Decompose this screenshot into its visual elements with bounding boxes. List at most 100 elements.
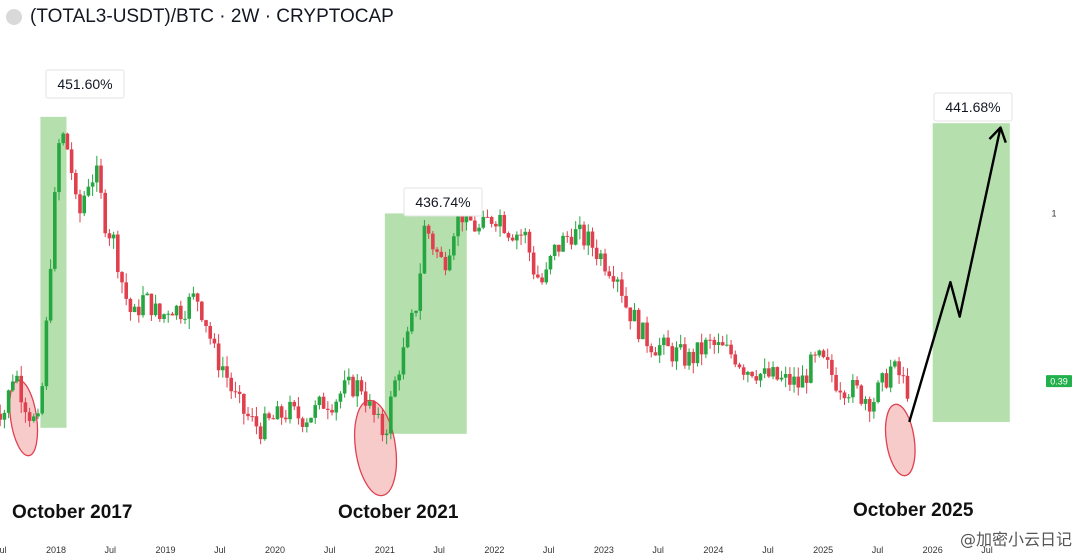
candle — [422, 220, 427, 275]
candle-body — [750, 371, 754, 377]
candle — [326, 401, 330, 420]
candle-body — [792, 376, 796, 385]
candle-body — [443, 256, 448, 271]
candle — [586, 224, 591, 255]
bottom-ellipse — [9, 379, 39, 457]
candle-body — [78, 194, 82, 214]
candle-body — [431, 233, 435, 250]
candle-body — [317, 396, 322, 406]
candle — [107, 229, 112, 246]
candle-body — [397, 374, 402, 381]
candle-body — [414, 310, 418, 313]
candle — [729, 340, 733, 359]
candle-body — [267, 413, 271, 419]
candle-body — [531, 252, 536, 275]
x-tick-label: Jul — [652, 545, 664, 555]
candle-body — [384, 433, 389, 436]
candle-body — [548, 255, 553, 270]
candle — [174, 304, 179, 320]
candle-body — [82, 195, 87, 214]
candle-body — [321, 396, 326, 409]
candle — [137, 299, 141, 323]
candle — [212, 333, 217, 349]
candle — [636, 307, 641, 343]
candle-body — [141, 295, 145, 316]
candle-body — [305, 422, 309, 427]
candle-body — [288, 401, 292, 420]
candle-body — [762, 368, 767, 374]
candle — [443, 251, 448, 276]
candle — [27, 407, 32, 427]
pct-label-text: 436.74% — [415, 194, 470, 210]
candle — [372, 399, 376, 423]
candle — [149, 293, 154, 321]
candle — [544, 262, 549, 285]
candle-body — [578, 224, 582, 230]
candle — [229, 372, 234, 399]
candle-body — [258, 426, 263, 440]
candle-body — [649, 346, 654, 353]
candle — [670, 342, 675, 367]
candle — [90, 174, 95, 197]
candle-body — [40, 386, 45, 414]
pct-label: 436.74% — [403, 187, 483, 217]
candlestick-series — [0, 132, 910, 445]
candle — [426, 224, 431, 239]
pct-label: 451.60% — [45, 69, 125, 99]
candle-body — [720, 342, 725, 346]
candle-body — [498, 215, 502, 227]
candle-body — [410, 312, 414, 332]
x-tick-label: 2025 — [813, 545, 833, 555]
candle — [758, 372, 763, 388]
candle — [863, 396, 868, 411]
candle — [632, 303, 637, 322]
candle-body — [380, 413, 385, 436]
candle-body — [699, 342, 704, 355]
candle-body — [166, 313, 171, 315]
candle — [296, 397, 301, 425]
y-tick-label: 1 — [1051, 208, 1056, 218]
candle — [254, 407, 259, 435]
candle — [74, 169, 78, 200]
candle — [607, 265, 612, 279]
candle-body — [69, 149, 74, 173]
candle-body — [813, 354, 817, 356]
candle — [603, 248, 607, 276]
candle — [683, 337, 687, 369]
candle — [321, 392, 326, 410]
candle-body — [754, 376, 759, 381]
candle-body — [594, 247, 599, 260]
candle-body — [191, 293, 196, 297]
candle — [666, 330, 670, 347]
candle — [859, 384, 864, 406]
x-tick-label: Jul — [214, 545, 226, 555]
candle — [783, 366, 788, 388]
candle — [187, 293, 192, 330]
candle-body — [27, 412, 32, 421]
candle-body — [544, 269, 549, 283]
candle — [103, 189, 108, 238]
candle — [838, 382, 843, 400]
candle — [817, 349, 822, 358]
candle-body — [510, 237, 515, 241]
candle — [527, 229, 532, 262]
candle — [313, 400, 318, 424]
candle-body — [767, 368, 771, 377]
candle-body — [901, 375, 906, 377]
candle — [590, 227, 595, 257]
candle-body — [855, 379, 859, 386]
candle-body — [111, 234, 116, 239]
candle — [905, 368, 910, 402]
candle-body — [502, 215, 507, 234]
candle — [620, 271, 624, 303]
x-tick-label: 2026 — [923, 545, 943, 555]
candle-body — [263, 413, 267, 440]
candle — [569, 228, 574, 250]
candle — [813, 351, 817, 363]
candle — [498, 209, 502, 237]
candle — [250, 407, 255, 422]
candle-body — [153, 303, 158, 316]
candle-body — [683, 344, 687, 366]
candle — [237, 385, 242, 404]
